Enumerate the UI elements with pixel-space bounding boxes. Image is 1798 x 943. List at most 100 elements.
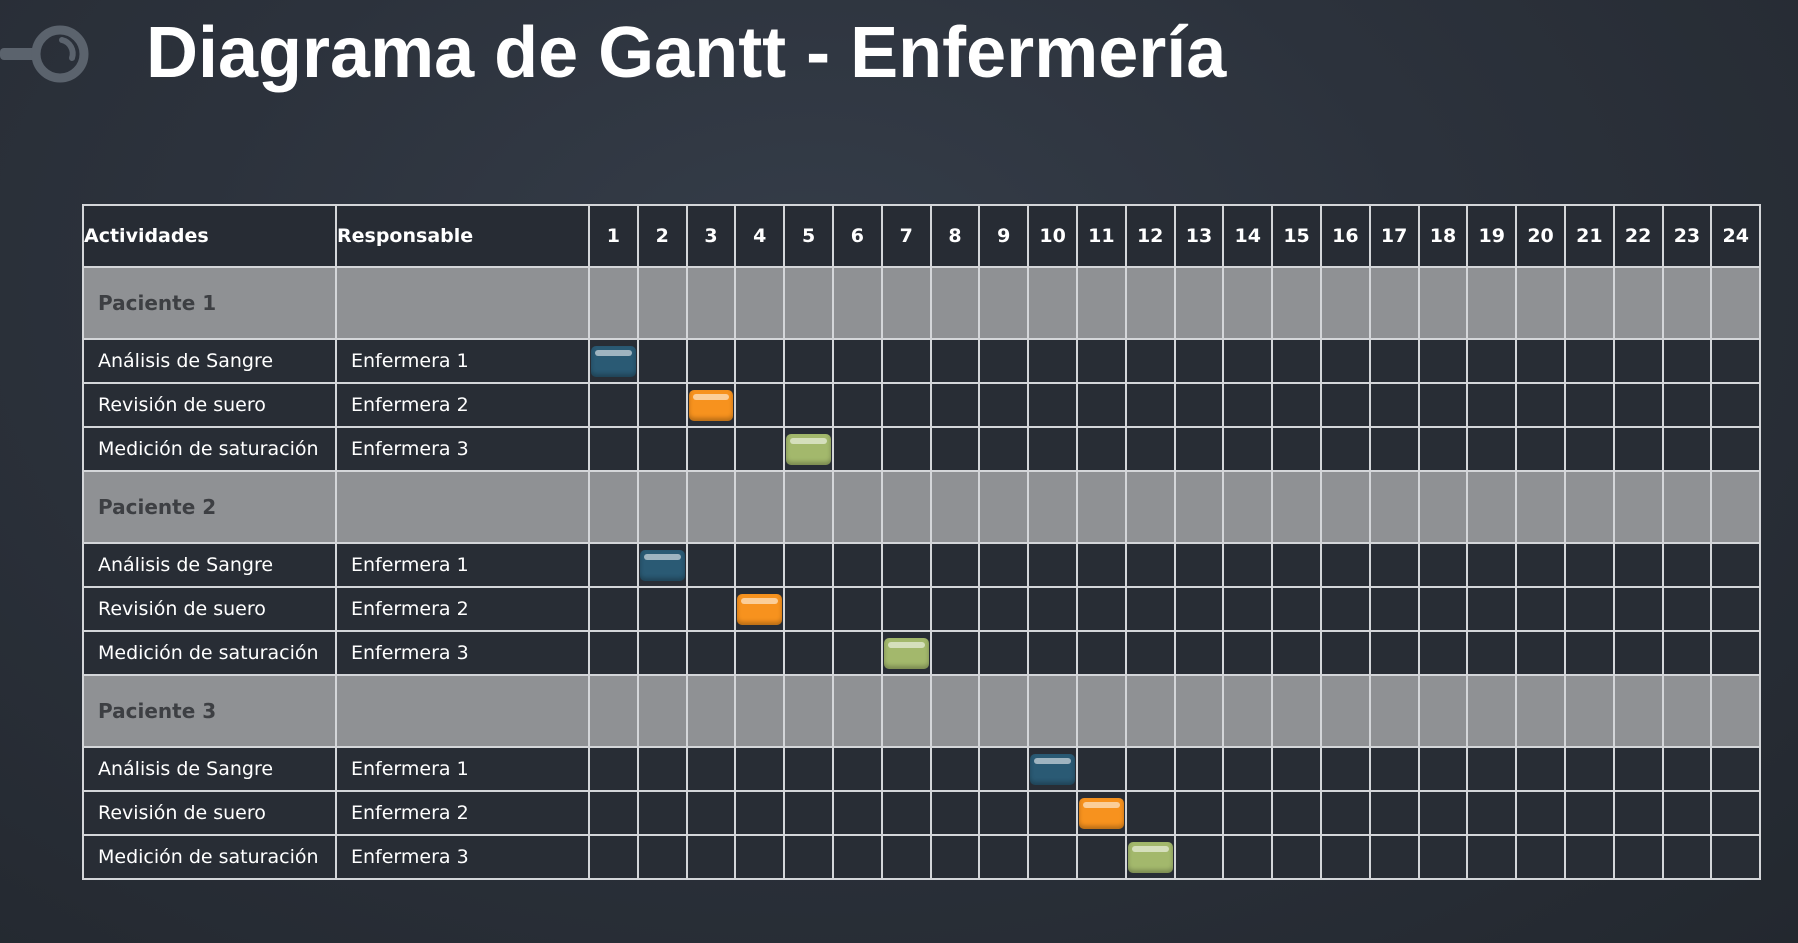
task-slot-cell: [1417, 382, 1469, 428]
group-slot-cell: [1563, 470, 1615, 544]
task-activity: Medición de saturación: [82, 834, 337, 880]
group-slot-cell: [1173, 470, 1225, 544]
task-slot-cell: [1075, 630, 1127, 676]
time-slot-header: 8: [929, 204, 981, 268]
task-slot-cell: [588, 790, 639, 836]
task-slot-cell: [1319, 426, 1371, 472]
task-slot-cell: [1222, 630, 1274, 676]
task-slot-cell: [831, 382, 883, 428]
group-slot-cell: [831, 674, 883, 748]
task-responsible: Enfermera 2: [335, 790, 590, 836]
task-activity: Análisis de Sangre: [82, 542, 337, 588]
task-slot-cell: [588, 586, 639, 632]
task-slot-cell: [1612, 338, 1664, 384]
task-slot-cell: [1563, 790, 1615, 836]
task-activity: Medición de saturación: [82, 426, 337, 472]
task-slot-cell: [783, 790, 834, 836]
group-slot-cell: [588, 470, 639, 544]
task-slot-cell: [1417, 542, 1469, 588]
group-slot-cell: [929, 266, 981, 340]
task-slot-cell: [1710, 630, 1762, 676]
task-slot-cell: [1612, 426, 1664, 472]
group-slot-cell: [978, 470, 1030, 544]
task-slot-cell: [1075, 586, 1127, 632]
group-slot-cell: [1319, 674, 1371, 748]
task-slot-cell: [636, 382, 688, 428]
task-slot-cell: [1319, 790, 1371, 836]
task-slot-cell: [1271, 542, 1322, 588]
task-slot-cell: [1027, 790, 1078, 836]
task-slot-cell: [1515, 338, 1566, 384]
group-slot-cell: [734, 266, 786, 340]
task-slot-cell: [1173, 338, 1225, 384]
task-slot-cell: [1661, 586, 1713, 632]
task-slot-cell: [1173, 586, 1225, 632]
task-slot-cell: [1368, 542, 1420, 588]
task-slot-cell: [685, 382, 737, 428]
gantt-bar-highlight: [1131, 846, 1169, 852]
task-slot-cell: [880, 338, 932, 384]
task-slot-cell: [831, 586, 883, 632]
task-responsible: Enfermera 3: [335, 630, 590, 676]
group-responsible-cell: [335, 470, 590, 544]
task-slot-cell: [880, 834, 932, 880]
time-slot-header: 5: [783, 204, 834, 268]
task-slot-cell: [1319, 382, 1371, 428]
group-slot-cell: [1515, 470, 1566, 544]
group-responsible-cell: [335, 266, 590, 340]
task-slot-cell: [636, 426, 688, 472]
task-slot-cell: [1661, 790, 1713, 836]
task-slot-cell: [1466, 790, 1518, 836]
task-slot-cell: [880, 382, 932, 428]
group-slot-cell: [734, 470, 786, 544]
task-slot-cell: [1271, 630, 1322, 676]
task-slot-cell: [1515, 586, 1566, 632]
task-slot-cell: [1563, 630, 1615, 676]
task-slot-cell: [978, 630, 1030, 676]
task-slot-cell: [1222, 834, 1274, 880]
task-slot-cell: [1027, 834, 1078, 880]
task-slot-cell: [1173, 426, 1225, 472]
task-slot-cell: [1612, 834, 1664, 880]
task-slot-cell: [978, 834, 1030, 880]
group-slot-cell: [783, 674, 834, 748]
task-slot-cell: [929, 746, 981, 792]
gantt-bar: [786, 434, 831, 465]
task-slot-cell: [1124, 586, 1176, 632]
gantt-bar: [1078, 798, 1124, 829]
task-slot-cell: [636, 834, 688, 880]
task-slot-cell: [685, 630, 737, 676]
task-slot-cell: [588, 338, 639, 384]
group-slot-cell: [1222, 266, 1274, 340]
task-slot-cell: [1563, 746, 1615, 792]
task-responsible: Enfermera 2: [335, 586, 590, 632]
task-row: Revisión de suero Enfermera 2: [82, 586, 1762, 632]
task-slot-cell: [1710, 790, 1762, 836]
task-slot-cell: [1075, 746, 1127, 792]
group-slot-cell: [1124, 674, 1176, 748]
patient-group-label: Paciente 1: [82, 266, 337, 340]
task-activity: Revisión de suero: [82, 790, 337, 836]
task-slot-cell: [783, 542, 834, 588]
group-slot-cell: [929, 470, 981, 544]
gantt-bar-highlight: [887, 642, 925, 648]
task-slot-cell: [1173, 790, 1225, 836]
gantt-bar: [1127, 842, 1173, 873]
ring-logo-icon: [0, 25, 89, 83]
task-activity: Medición de saturación: [82, 630, 337, 676]
task-slot-cell: [1271, 834, 1322, 880]
task-slot-cell: [588, 426, 639, 472]
task-slot-cell: [880, 790, 932, 836]
task-slot-cell: [880, 630, 932, 676]
task-slot-cell: [734, 630, 786, 676]
task-responsible: Enfermera 1: [335, 746, 590, 792]
task-slot-cell: [1075, 542, 1127, 588]
task-slot-cell: [1563, 426, 1615, 472]
task-slot-cell: [1515, 382, 1566, 428]
task-slot-cell: [978, 790, 1030, 836]
task-slot-cell: [1222, 790, 1274, 836]
task-slot-cell: [1661, 746, 1713, 792]
task-slot-cell: [1563, 338, 1615, 384]
task-slot-cell: [588, 834, 639, 880]
group-slot-cell: [1563, 674, 1615, 748]
